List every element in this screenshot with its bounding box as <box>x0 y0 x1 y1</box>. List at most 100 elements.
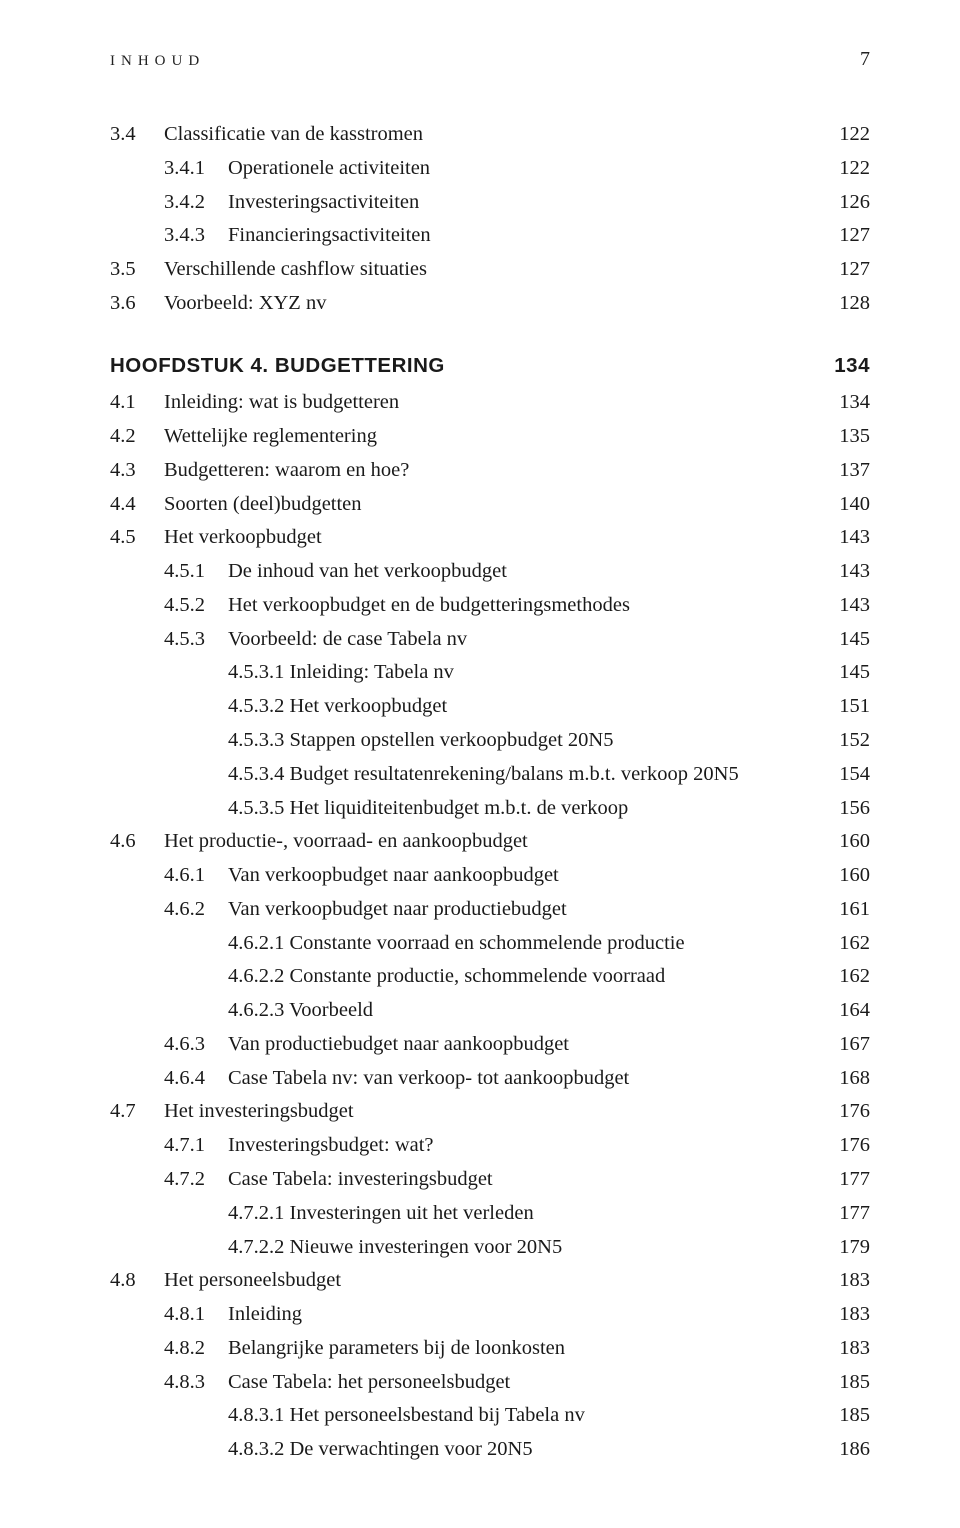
toc-entry-left: 4.5.3.4 Budget resultatenrekening/balans… <box>228 759 739 791</box>
toc-entry-title: Hoofdstuk 4. Budgettering <box>110 350 445 382</box>
toc-entry: 4.2Wettelijke reglementering135 <box>110 421 870 453</box>
toc-entry: 4.7.2.2 Nieuwe investeringen voor 20N517… <box>110 1232 870 1264</box>
toc-entry-title: 4.6.2.1 Constante voorraad en schommelen… <box>228 928 685 960</box>
toc-entry: 3.5Verschillende cashflow situaties127 <box>110 254 870 286</box>
toc-entry-page: 183 <box>825 1333 870 1365</box>
toc-entry-number: 3.4.2 <box>164 187 228 219</box>
toc-entry: 4.4Soorten (deel)budgetten140 <box>110 489 870 521</box>
toc-entry-left: Hoofdstuk 4. Budgettering <box>110 350 445 382</box>
toc-entry-title: Voorbeeld: de case Tabela nv <box>228 624 467 656</box>
toc-entry-left: 4.2Wettelijke reglementering <box>110 421 377 453</box>
toc-entry-title: 4.8.3.2 De verwachtingen voor 20N5 <box>228 1434 533 1466</box>
toc-entry-left: 4.4Soorten (deel)budgetten <box>110 489 362 521</box>
header-page-number: 7 <box>860 48 870 71</box>
toc-entry-title: Case Tabela: investeringsbudget <box>228 1164 493 1196</box>
toc-entry-page: 160 <box>825 826 870 858</box>
toc-entry-left: 4.5.1De inhoud van het verkoopbudget <box>164 556 507 588</box>
toc-entry-page: 143 <box>825 590 870 622</box>
toc-entry-left: 4.7.2Case Tabela: investeringsbudget <box>164 1164 493 1196</box>
toc-entry-title: Verschillende cashflow situaties <box>164 254 427 286</box>
toc-entry-title: Van verkoopbudget naar aankoopbudget <box>228 860 559 892</box>
toc-entry-page: 126 <box>825 187 870 219</box>
toc-entry-page: 183 <box>825 1299 870 1331</box>
toc-entry-page: 122 <box>825 119 870 151</box>
toc-entry-title: 4.7.2.1 Investeringen uit het verleden <box>228 1198 534 1230</box>
toc-entry: 3.4.1Operationele activiteiten 122 <box>110 153 870 185</box>
toc-entry-page: 134 <box>820 350 870 382</box>
toc-entry-title: 4.6.2.2 Constante productie, schommelend… <box>228 961 665 993</box>
toc-entry-number: 4.6.1 <box>164 860 228 892</box>
toc-entry-left: 4.6.2.2 Constante productie, schommelend… <box>228 961 665 993</box>
toc-entry: 4.8Het personeelsbudget 183 <box>110 1265 870 1297</box>
toc-entry-title: Het verkoopbudget en de budgetteringsmet… <box>228 590 630 622</box>
table-of-contents: 3.4Classificatie van de kasstromen1223.4… <box>110 119 870 1466</box>
toc-entry: 4.5Het verkoopbudget143 <box>110 522 870 554</box>
toc-entry: 4.7.2Case Tabela: investeringsbudget177 <box>110 1164 870 1196</box>
toc-entry-page: 152 <box>825 725 870 757</box>
toc-entry-number: 3.6 <box>110 288 164 320</box>
toc-entry-title: 4.7.2.2 Nieuwe investeringen voor 20N5 <box>228 1232 562 1264</box>
toc-entry-page: 168 <box>825 1063 870 1095</box>
toc-entry-page: 122 <box>825 153 870 185</box>
toc-entry-page: 143 <box>825 522 870 554</box>
toc-entry-page: 151 <box>825 691 870 723</box>
toc-entry-page: 160 <box>825 860 870 892</box>
toc-entry-title: Budgetteren: waarom en hoe? <box>164 455 409 487</box>
toc-entry-page: 162 <box>825 928 870 960</box>
toc-entry-left: 4.6.2.1 Constante voorraad en schommelen… <box>228 928 685 960</box>
toc-entry: 4.6.2.1 Constante voorraad en schommelen… <box>110 928 870 960</box>
toc-entry-left: 4.8.2Belangrijke parameters bij de loonk… <box>164 1333 565 1365</box>
toc-entry-title: Classificatie van de kasstromen <box>164 119 423 151</box>
toc-entry: 4.5.3.2 Het verkoopbudget 151 <box>110 691 870 723</box>
toc-entry-left: 4.5.3.5 Het liquiditeitenbudget m.b.t. d… <box>228 793 628 825</box>
toc-entry-title: Operationele activiteiten <box>228 153 430 185</box>
toc-entry: 4.5.3.5 Het liquiditeitenbudget m.b.t. d… <box>110 793 870 825</box>
toc-entry: 4.6.2Van verkoopbudget naar productiebud… <box>110 894 870 926</box>
toc-entry-left: 4.6.2Van verkoopbudget naar productiebud… <box>164 894 567 926</box>
toc-entry-title: 4.5.3.2 Het verkoopbudget <box>228 691 447 723</box>
toc-entry-page: 156 <box>825 793 870 825</box>
toc-entry-left: 4.6Het productie-, voorraad- en aankoopb… <box>110 826 528 858</box>
toc-entry: 4.6.4Case Tabela nv: van verkoop- tot aa… <box>110 1063 870 1095</box>
toc-entry-left: 4.7.2.2 Nieuwe investeringen voor 20N5 <box>228 1232 562 1264</box>
toc-entry-title: Investeringsactiviteiten <box>228 187 419 219</box>
toc-entry: 4.6.1Van verkoopbudget naar aankoopbudge… <box>110 860 870 892</box>
toc-entry-page: 145 <box>825 657 870 689</box>
toc-entry-number: 4.3 <box>110 455 164 487</box>
toc-entry-title: Inleiding: wat is budgetteren <box>164 387 399 419</box>
toc-entry-title: Van verkoopbudget naar productiebudget <box>228 894 567 926</box>
toc-entry-left: 3.4.1Operationele activiteiten <box>164 153 430 185</box>
toc-entry: 4.8.2Belangrijke parameters bij de loonk… <box>110 1333 870 1365</box>
toc-entry-title: Investeringsbudget: wat? <box>228 1130 434 1162</box>
toc-entry-left: 4.8.3.1 Het personeelsbestand bij Tabela… <box>228 1400 585 1432</box>
running-header: inhoud 7 <box>110 48 870 71</box>
toc-entry-number: 4.8.1 <box>164 1299 228 1331</box>
toc-entry-left: 4.5.3.3 Stappen opstellen verkoopbudget … <box>228 725 613 757</box>
toc-entry-page: 128 <box>825 288 870 320</box>
toc-entry-number: 4.5.1 <box>164 556 228 588</box>
toc-entry-left: 4.6.1Van verkoopbudget naar aankoopbudge… <box>164 860 559 892</box>
toc-entry-left: 4.3Budgetteren: waarom en hoe? <box>110 455 409 487</box>
toc-entry: 4.8.3Case Tabela: het personeelsbudget18… <box>110 1367 870 1399</box>
toc-entry-title: 4.5.3.5 Het liquiditeitenbudget m.b.t. d… <box>228 793 628 825</box>
toc-entry-left: 4.5.3Voorbeeld: de case Tabela nv <box>164 624 467 656</box>
toc-entry-title: Belangrijke parameters bij de loonkosten <box>228 1333 565 1365</box>
toc-entry-left: 4.8.1Inleiding <box>164 1299 302 1331</box>
toc-entry-number: 4.1 <box>110 387 164 419</box>
toc-entry: 4.5.3.1 Inleiding: Tabela nv 145 <box>110 657 870 689</box>
toc-entry-left: 4.7Het investeringsbudget <box>110 1096 354 1128</box>
toc-entry-number: 4.7.1 <box>164 1130 228 1162</box>
toc-entry: 4.5.3.4 Budget resultatenrekening/balans… <box>110 759 870 791</box>
toc-entry-number: 4.2 <box>110 421 164 453</box>
toc-entry-left: 4.5.3.2 Het verkoopbudget <box>228 691 447 723</box>
toc-entry-page: 176 <box>825 1130 870 1162</box>
toc-entry: 3.6Voorbeeld: XYZ nv128 <box>110 288 870 320</box>
toc-entry-page: 162 <box>825 961 870 993</box>
toc-entry-page: 145 <box>825 624 870 656</box>
toc-entry: 4.7.2.1 Investeringen uit het verleden17… <box>110 1198 870 1230</box>
toc-entry: 4.6Het productie-, voorraad- en aankoopb… <box>110 826 870 858</box>
toc-entry-left: 4.5.3.1 Inleiding: Tabela nv <box>228 657 454 689</box>
toc-entry-number: 4.8.2 <box>164 1333 228 1365</box>
toc-entry-left: 4.8Het personeelsbudget <box>110 1265 341 1297</box>
toc-entry-page: 183 <box>825 1265 870 1297</box>
